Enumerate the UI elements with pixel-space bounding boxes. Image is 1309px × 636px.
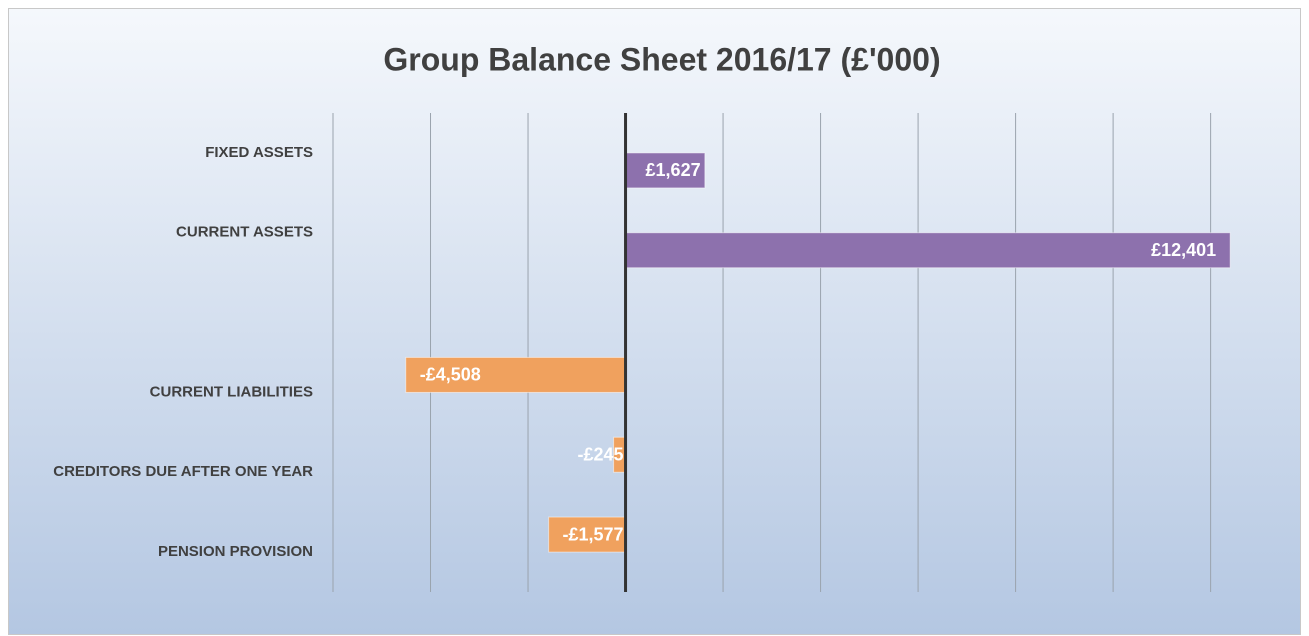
- value-label: £1,627: [646, 160, 701, 180]
- value-label: -£245: [577, 445, 623, 465]
- bar: [548, 516, 627, 553]
- bar: [625, 232, 1231, 269]
- value-label: -£4,508: [420, 365, 481, 385]
- category-label: PENSION PROVISION: [158, 543, 313, 560]
- value-label: £12,401: [1151, 240, 1216, 260]
- category-label: CREDITORS DUE AFTER ONE YEAR: [53, 463, 313, 480]
- category-label: CURRENT LIABILITIES: [150, 383, 313, 400]
- category-label: CURRENT ASSETS: [176, 224, 313, 241]
- chart-background: [8, 8, 1301, 635]
- bar: [625, 152, 706, 189]
- chart-title: Group Balance Sheet 2016/17 (£'000): [383, 41, 940, 77]
- category-label: FIXED ASSETS: [205, 144, 313, 161]
- value-label: -£1,577: [562, 524, 623, 544]
